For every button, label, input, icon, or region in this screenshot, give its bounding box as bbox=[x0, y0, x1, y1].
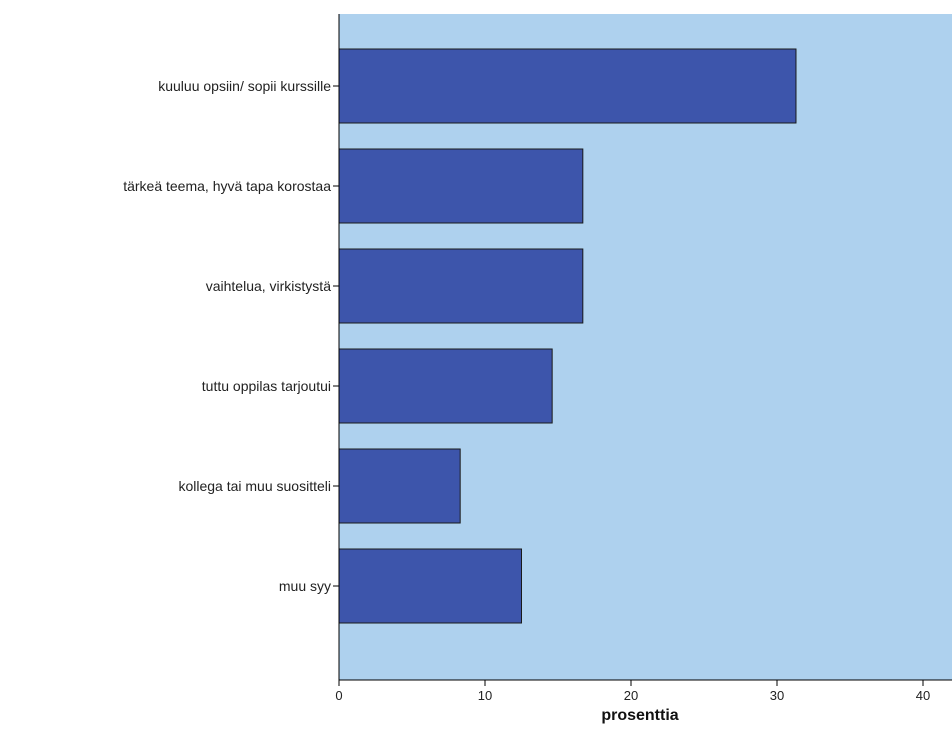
category-label: tärkeä teema, hyvä tapa korostaa bbox=[123, 178, 331, 194]
category-label: tuttu oppilas tarjoutui bbox=[202, 378, 331, 394]
bar bbox=[338, 248, 584, 324]
bar bbox=[338, 48, 797, 124]
bar bbox=[338, 348, 553, 424]
bar bbox=[338, 448, 461, 524]
x-tick-label: 40 bbox=[916, 688, 930, 703]
axes-group bbox=[333, 14, 952, 681]
x-axis-title: prosenttia bbox=[601, 707, 678, 724]
bars-group bbox=[338, 48, 797, 624]
category-label: muu syy bbox=[279, 578, 331, 594]
category-labels-group: kuuluu opsiin/ sopii kurssille tärkeä tee… bbox=[123, 78, 331, 594]
x-tick-label: 10 bbox=[478, 688, 492, 703]
x-tick-label: 30 bbox=[770, 688, 784, 703]
x-tick-label: 0 bbox=[335, 688, 342, 703]
category-label: kollega tai muu suositteli bbox=[178, 478, 331, 494]
bar bbox=[338, 548, 522, 624]
bar bbox=[338, 148, 584, 224]
category-label: vaihtelua, virkistystä bbox=[206, 278, 331, 294]
x-tick-label: 20 bbox=[624, 688, 638, 703]
x-ticks-group: 0 10 20 30 40 bbox=[335, 680, 930, 703]
category-label: kuuluu opsiin/ sopii kurssille bbox=[158, 78, 331, 94]
